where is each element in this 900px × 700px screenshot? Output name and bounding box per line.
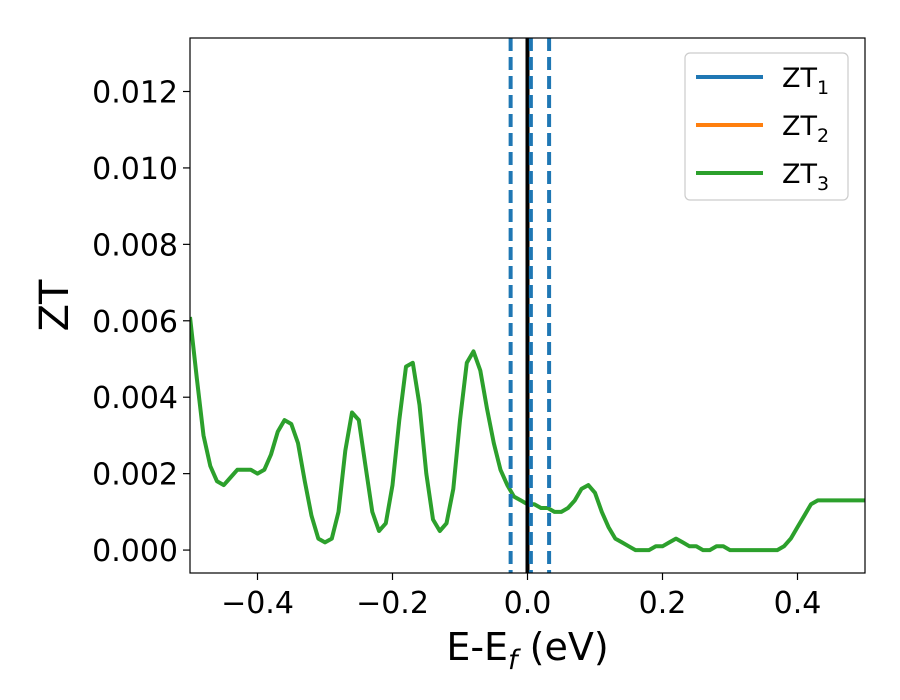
x-tick-label: −0.4: [221, 586, 294, 621]
legend: ZT1 ZT2 ZT3: [684, 52, 849, 201]
x-tick-label: 0.4: [774, 586, 822, 621]
y-tick-label: 0.010: [92, 152, 178, 187]
legend-label-2: ZT2: [782, 111, 829, 147]
x-tick-label: 0.2: [639, 586, 687, 621]
y-tick-label: 0.002: [92, 458, 178, 493]
legend-label-1: ZT1: [782, 63, 829, 99]
legend-label-3: ZT3: [782, 159, 829, 195]
y-tick-label: 0.008: [92, 228, 178, 263]
x-axis-label: E-Ef (eV): [446, 625, 608, 676]
y-tick-label: 0.006: [92, 305, 178, 340]
x-tick-label: 0.0: [504, 586, 552, 621]
x-tick-label: −0.2: [356, 586, 429, 621]
y-axis-label: ZT: [32, 279, 78, 331]
y-tick-label: 0.012: [92, 76, 178, 111]
y-tick-label: 0.000: [92, 534, 178, 569]
data-layer: [190, 38, 865, 573]
axis-ticks: −0.4 −0.2 0.0 0.2 0.4 0.000 0.002 0.004 0.006 0.0…: [92, 76, 821, 622]
y-tick-label: 0.004: [92, 381, 178, 416]
legend-box: [684, 52, 849, 201]
